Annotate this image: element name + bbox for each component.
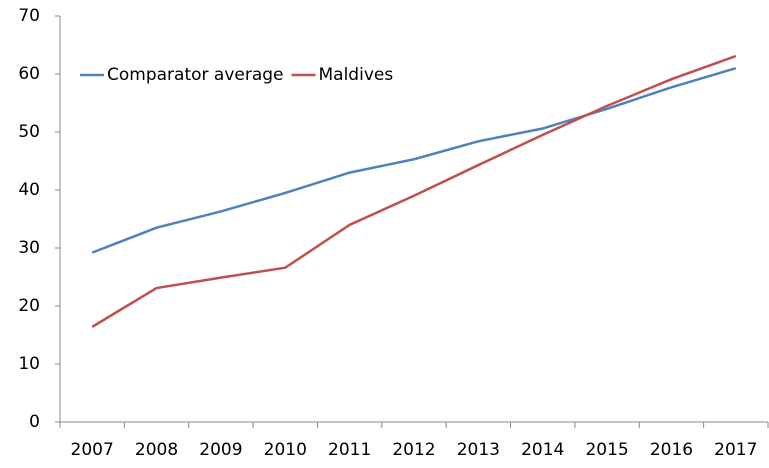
y-tick-label: 60 bbox=[18, 64, 40, 84]
x-tick-label: 2016 bbox=[650, 440, 693, 460]
y-tick-label: 0 bbox=[29, 412, 40, 432]
x-tick-label: 2014 bbox=[521, 440, 564, 460]
y-tick-label: 70 bbox=[18, 6, 40, 26]
line bbox=[91, 54, 737, 328]
x-tick-label: 2008 bbox=[135, 440, 178, 460]
x-tick-label: 2015 bbox=[585, 440, 628, 460]
x-tick-label: 2017 bbox=[714, 440, 757, 460]
x-tick-label: 2009 bbox=[199, 440, 242, 460]
x-tick-label: 2013 bbox=[457, 440, 500, 460]
x-tick-label: 2007 bbox=[71, 440, 114, 460]
y-tick-label: 10 bbox=[18, 354, 40, 374]
y-tick-label: 30 bbox=[18, 238, 40, 258]
y-tick-label: 40 bbox=[18, 180, 40, 200]
y-tick-label: 50 bbox=[18, 122, 40, 142]
x-tick-label: 2011 bbox=[328, 440, 371, 460]
legend-label: Comparator average bbox=[107, 65, 284, 85]
x-tick-label: 2012 bbox=[392, 440, 435, 460]
y-tick-label: 20 bbox=[18, 296, 40, 316]
line bbox=[91, 67, 737, 254]
x-tick-label: 2010 bbox=[264, 440, 307, 460]
legend-label: Maldives bbox=[319, 65, 394, 85]
